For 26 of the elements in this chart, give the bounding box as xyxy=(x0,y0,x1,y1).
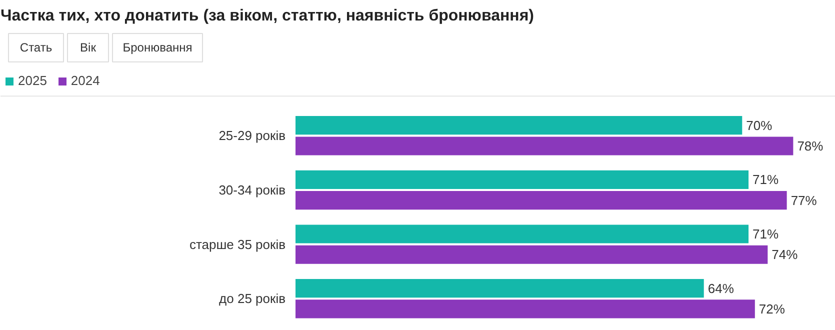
data-label: 78% xyxy=(797,138,824,154)
y-tick-label: до 25 років xyxy=(219,291,286,306)
chart-title: Частка тих, хто донатить (за віком, статтю, наявність бронювання) xyxy=(0,8,534,24)
data-label: 70% xyxy=(746,118,773,133)
data-label: 74% xyxy=(772,247,798,262)
data-label: 71% xyxy=(752,172,779,188)
y-tick-label: старше 35 років xyxy=(189,236,286,252)
bar xyxy=(296,136,794,156)
data-label: 71% xyxy=(752,226,779,242)
y-tick-label: 25-29 років xyxy=(218,128,286,144)
bar xyxy=(296,224,749,244)
bar xyxy=(296,300,755,318)
legend-label: 2025 xyxy=(18,73,47,88)
bar xyxy=(296,279,704,298)
bar xyxy=(296,191,787,210)
bar xyxy=(296,116,742,135)
bar xyxy=(296,170,749,189)
text: Бронювання xyxy=(122,40,192,55)
text: Вік xyxy=(80,40,97,55)
legend-label: 2024 xyxy=(70,73,100,88)
text: Стать xyxy=(20,40,52,55)
data-label: 72% xyxy=(758,301,786,316)
data-label: 77% xyxy=(790,192,818,208)
data-label: 64% xyxy=(708,280,734,296)
y-tick-label: 30-34 років xyxy=(218,182,286,198)
bar xyxy=(296,245,768,264)
